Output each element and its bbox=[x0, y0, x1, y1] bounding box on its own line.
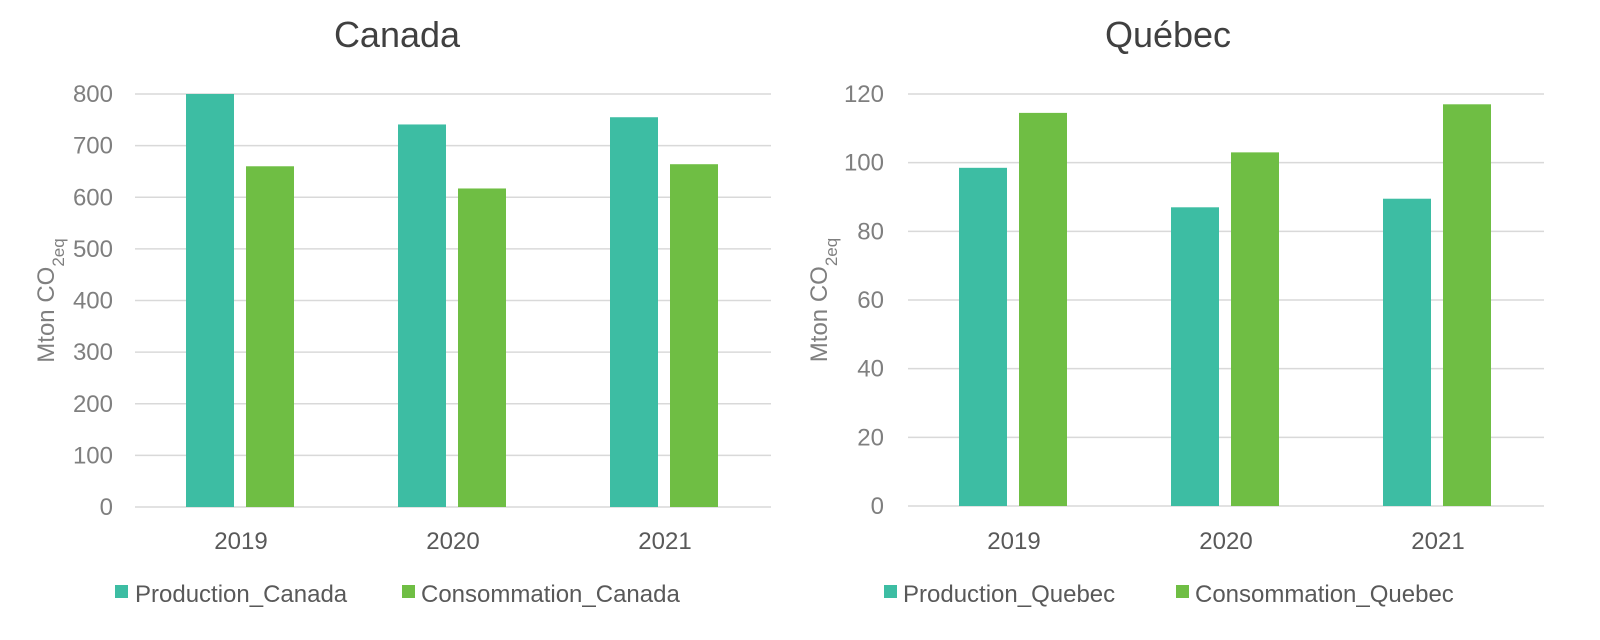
bar-Production_Quebec-2020 bbox=[1171, 207, 1219, 507]
canada-chart: Canada 0 100 200 300 400 500 600 700 800 Mton CO2e… bbox=[33, 14, 771, 608]
legend-label: Consommation_Canada bbox=[421, 581, 680, 608]
bar-Consommation_Canada-2021 bbox=[670, 164, 718, 507]
bar-Production_Canada-2021 bbox=[610, 117, 658, 507]
y-tick-label: 60 bbox=[857, 287, 884, 314]
legend-label: Production_Canada bbox=[135, 581, 348, 608]
y-tick-label: 100 bbox=[73, 442, 113, 469]
x-category-label: 2020 bbox=[1199, 528, 1252, 555]
y-tick-label: 0 bbox=[100, 494, 113, 521]
y-tick-label: 700 bbox=[73, 133, 113, 160]
x-category-label: 2021 bbox=[638, 528, 691, 555]
legend-label: Consommation_Quebec bbox=[1195, 581, 1454, 608]
legend-swatch-Production_Canada bbox=[115, 585, 128, 598]
y-tick-label: 120 bbox=[844, 81, 884, 108]
bar-Consommation_Quebec-2020 bbox=[1231, 152, 1279, 506]
y-axis-label-main: Mton CO bbox=[33, 267, 60, 363]
legend-label: Production_Quebec bbox=[903, 581, 1115, 608]
y-axis-label: Mton CO2eq bbox=[33, 238, 68, 362]
quebec-chart-title: Québec bbox=[1105, 14, 1231, 55]
bar-Consommation_Quebec-2021 bbox=[1443, 104, 1491, 507]
y-tick-label: 800 bbox=[73, 81, 113, 108]
y-tick-label: 200 bbox=[73, 391, 113, 418]
y-tick-label: 80 bbox=[857, 218, 884, 245]
x-category-label: 2021 bbox=[1411, 528, 1464, 555]
y-axis-label-main: Mton CO bbox=[806, 266, 833, 362]
x-category-label: 2020 bbox=[426, 528, 479, 555]
y-tick-label: 100 bbox=[844, 150, 884, 177]
bar-Production_Canada-2019 bbox=[186, 94, 234, 507]
bar-Production_Quebec-2021 bbox=[1383, 198, 1431, 506]
y-axis-label-subscript: 2eq bbox=[49, 238, 68, 266]
legend-swatch-Consommation_Canada bbox=[402, 585, 415, 598]
bar-Production_Quebec-2019 bbox=[959, 167, 1007, 507]
y-tick-label: 600 bbox=[73, 184, 113, 211]
y-axis-label: Mton CO2eq bbox=[806, 238, 841, 362]
y-tick-label: 20 bbox=[857, 424, 884, 451]
bar-Production_Canada-2020 bbox=[398, 124, 446, 508]
y-tick-label: 400 bbox=[73, 288, 113, 315]
y-tick-label: 0 bbox=[871, 493, 884, 520]
quebec-chart: Québec 0 20 40 60 80 100 120 Mton CO2eq 2019 2020 2… bbox=[806, 14, 1544, 608]
y-axis-label-subscript: 2eq bbox=[822, 238, 841, 266]
y-tick-label: 40 bbox=[857, 356, 884, 383]
legend-swatch-Production_Quebec bbox=[884, 585, 897, 598]
legend-swatch-Consommation_Quebec bbox=[1176, 585, 1189, 598]
y-tick-label: 300 bbox=[73, 339, 113, 366]
canada-chart-title: Canada bbox=[334, 14, 461, 55]
bar-Consommation_Quebec-2019 bbox=[1019, 112, 1067, 506]
bar-Consommation_Canada-2020 bbox=[458, 188, 506, 507]
bar-Consommation_Canada-2019 bbox=[246, 166, 294, 507]
y-tick-label: 500 bbox=[73, 236, 113, 263]
x-category-label: 2019 bbox=[214, 528, 267, 555]
x-category-label: 2019 bbox=[987, 528, 1040, 555]
